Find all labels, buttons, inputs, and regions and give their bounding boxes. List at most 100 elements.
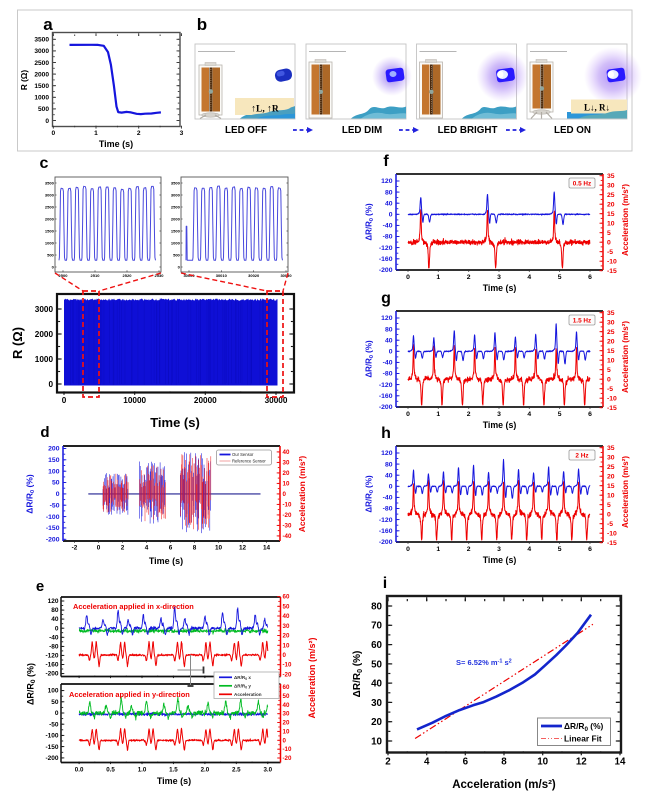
svg-text:10: 10 xyxy=(283,481,290,488)
svg-text:-120: -120 xyxy=(45,653,58,660)
svg-text:10: 10 xyxy=(607,357,615,364)
svg-text:0.5 Hz: 0.5 Hz xyxy=(573,181,591,188)
svg-text:50: 50 xyxy=(283,693,290,700)
svg-text:0: 0 xyxy=(97,545,101,552)
svg-text:ΔR/R0 (%): ΔR/R0 (%) xyxy=(352,651,364,698)
svg-text:4: 4 xyxy=(527,274,531,281)
svg-text:2.0: 2.0 xyxy=(201,767,210,774)
svg-text:0: 0 xyxy=(406,546,410,553)
svg-text:30030: 30030 xyxy=(280,273,292,278)
svg-text:-120: -120 xyxy=(379,517,393,524)
svg-text:0: 0 xyxy=(52,264,55,269)
svg-text:60: 60 xyxy=(283,684,290,691)
svg-text:a: a xyxy=(43,15,53,34)
svg-text:2000: 2000 xyxy=(171,216,181,221)
svg-text:50: 50 xyxy=(283,603,290,610)
svg-text:0.0: 0.0 xyxy=(75,767,84,774)
svg-text:0: 0 xyxy=(389,349,393,356)
svg-text:3.0: 3.0 xyxy=(263,767,272,774)
svg-text:2510: 2510 xyxy=(91,273,101,278)
svg-text:2: 2 xyxy=(467,411,471,418)
svg-text:10: 10 xyxy=(607,220,615,227)
svg-text:40: 40 xyxy=(385,200,393,207)
svg-text:2: 2 xyxy=(137,130,141,137)
svg-text:35: 35 xyxy=(607,445,615,452)
svg-text:6: 6 xyxy=(463,757,469,768)
svg-text:10: 10 xyxy=(371,736,382,747)
svg-text:30: 30 xyxy=(283,711,290,718)
svg-text:-120: -120 xyxy=(379,245,393,252)
svg-text:Acceleration (m/s²): Acceleration (m/s²) xyxy=(297,456,307,533)
svg-text:4: 4 xyxy=(527,411,531,418)
svg-text:-50: -50 xyxy=(49,721,59,728)
svg-text:1: 1 xyxy=(436,274,440,281)
svg-text:15: 15 xyxy=(607,211,615,218)
svg-text:-10: -10 xyxy=(283,502,293,509)
svg-text:-5: -5 xyxy=(607,249,613,256)
svg-text:ΔR/R0 x: ΔR/R0 x xyxy=(234,675,251,681)
svg-text:Reference Sensor: Reference Sensor xyxy=(232,459,266,464)
svg-text:3000: 3000 xyxy=(171,192,181,197)
svg-text:60: 60 xyxy=(283,594,290,601)
svg-text:-200: -200 xyxy=(45,755,58,762)
svg-text:1500: 1500 xyxy=(34,83,49,90)
svg-text:30: 30 xyxy=(607,454,615,461)
svg-text:0: 0 xyxy=(56,491,60,498)
svg-text:3500: 3500 xyxy=(34,37,49,44)
svg-text:0: 0 xyxy=(283,652,287,659)
svg-text:6: 6 xyxy=(588,411,592,418)
svg-text:-15: -15 xyxy=(607,405,617,412)
svg-text:Acceleration applied in x-dire: Acceleration applied in x-direction xyxy=(73,602,194,611)
svg-text:120: 120 xyxy=(381,450,393,457)
svg-text:-40: -40 xyxy=(383,223,393,230)
svg-text:0: 0 xyxy=(55,710,59,717)
svg-text:4: 4 xyxy=(145,545,149,552)
svg-text:0: 0 xyxy=(607,239,611,246)
svg-text:Acceleration (m/s²): Acceleration (m/s²) xyxy=(621,184,630,256)
svg-text:-160: -160 xyxy=(379,528,393,535)
svg-text:10: 10 xyxy=(537,757,548,768)
svg-text:-10: -10 xyxy=(283,662,293,669)
svg-text:S= 6.52% m-1 s2: S= 6.52% m-1 s2 xyxy=(456,658,512,667)
svg-text:1500: 1500 xyxy=(171,228,181,233)
svg-text:-10: -10 xyxy=(607,395,617,402)
svg-text:-120: -120 xyxy=(379,382,393,389)
svg-text:-80: -80 xyxy=(49,644,59,651)
svg-text:0: 0 xyxy=(389,484,393,491)
svg-text:3500: 3500 xyxy=(171,180,181,185)
svg-text:1000: 1000 xyxy=(45,240,55,245)
svg-text:3000: 3000 xyxy=(34,48,49,55)
svg-text:-200: -200 xyxy=(46,537,60,544)
svg-text:120: 120 xyxy=(48,598,59,605)
svg-text:0: 0 xyxy=(62,396,67,405)
svg-text:-80: -80 xyxy=(383,506,393,513)
svg-text:-30: -30 xyxy=(283,523,293,530)
svg-text:i: i xyxy=(383,575,387,592)
svg-text:3: 3 xyxy=(497,411,501,418)
svg-text:-40: -40 xyxy=(49,634,59,641)
svg-text:Time (s): Time (s) xyxy=(483,555,517,565)
svg-text:1.5: 1.5 xyxy=(169,767,178,774)
svg-text:-80: -80 xyxy=(383,371,393,378)
svg-text:1: 1 xyxy=(94,130,98,137)
svg-text:30: 30 xyxy=(283,623,290,630)
svg-text:d: d xyxy=(40,424,49,441)
svg-text:80: 80 xyxy=(51,607,59,614)
svg-text:10000: 10000 xyxy=(123,396,146,405)
svg-text:0: 0 xyxy=(607,376,611,383)
svg-text:20: 20 xyxy=(607,338,615,345)
svg-text:-5: -5 xyxy=(607,386,613,393)
svg-text:25: 25 xyxy=(607,329,615,336)
svg-text:100: 100 xyxy=(48,468,60,475)
svg-text:30: 30 xyxy=(283,460,290,467)
svg-text:10: 10 xyxy=(283,642,290,649)
svg-text:3000: 3000 xyxy=(35,305,54,314)
svg-text:Time (s): Time (s) xyxy=(150,415,200,430)
svg-text:2520: 2520 xyxy=(123,273,133,278)
svg-text:50: 50 xyxy=(52,480,60,487)
svg-text:b: b xyxy=(197,15,207,34)
svg-text:8: 8 xyxy=(193,545,197,552)
svg-text:-160: -160 xyxy=(379,393,393,400)
svg-text:40: 40 xyxy=(371,679,382,690)
svg-text:g: g xyxy=(381,290,391,307)
